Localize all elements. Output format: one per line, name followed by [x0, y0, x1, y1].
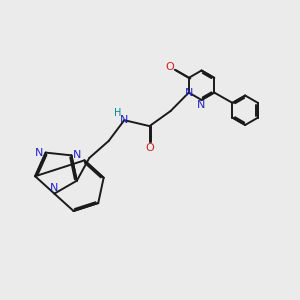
Text: N: N — [73, 150, 81, 161]
Text: N: N — [197, 100, 206, 110]
Text: H: H — [114, 108, 122, 118]
Text: N: N — [50, 183, 58, 193]
Text: O: O — [145, 142, 154, 153]
Text: N: N — [120, 115, 128, 125]
Text: N: N — [184, 88, 193, 98]
Text: N: N — [35, 148, 44, 158]
Text: O: O — [166, 62, 175, 72]
